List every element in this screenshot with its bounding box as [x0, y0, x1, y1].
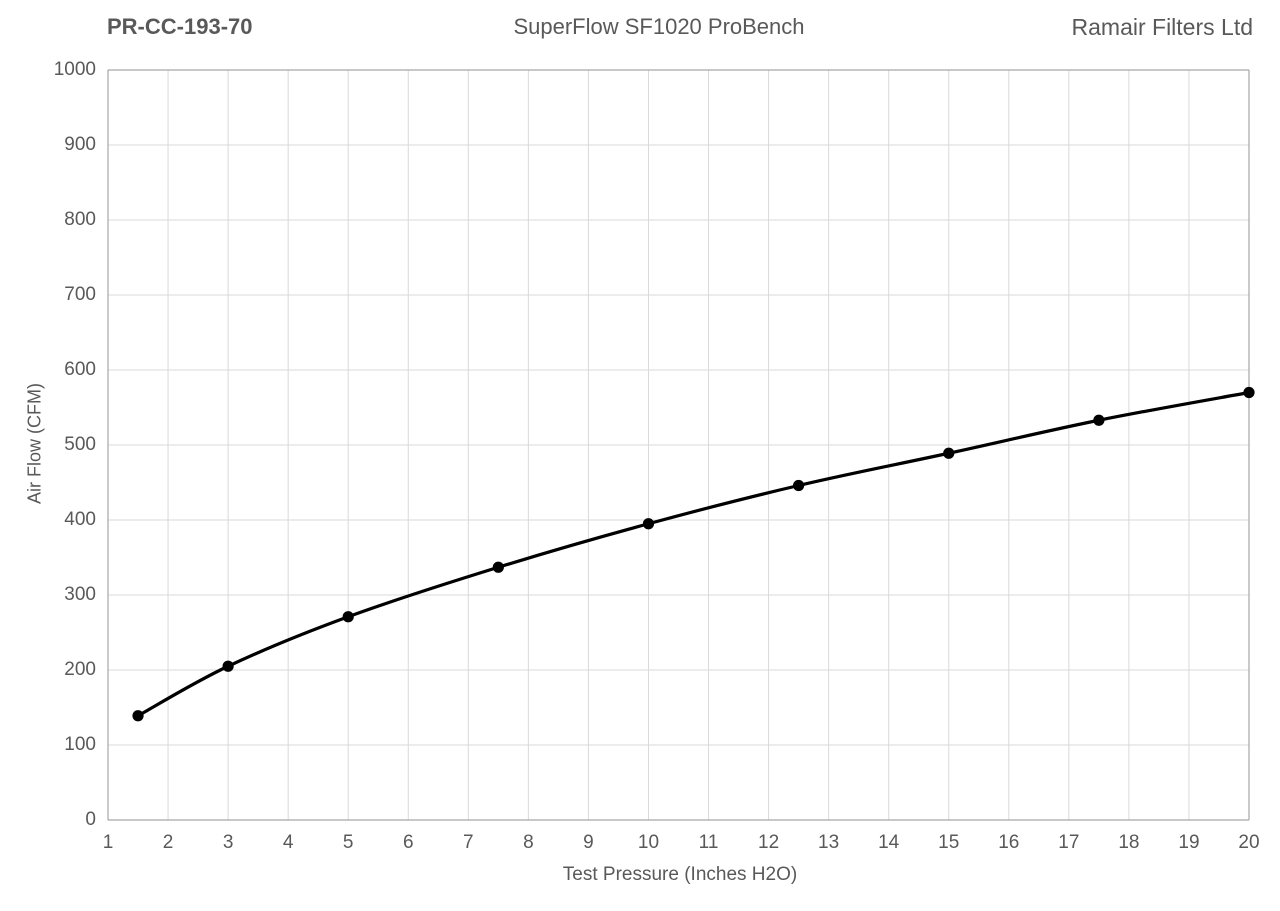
svg-text:12: 12	[758, 832, 779, 853]
svg-text:0: 0	[85, 809, 96, 830]
svg-text:600: 600	[64, 359, 96, 380]
svg-text:17: 17	[1058, 832, 1079, 853]
svg-text:2: 2	[163, 832, 174, 853]
svg-text:14: 14	[878, 832, 900, 853]
svg-text:300: 300	[64, 584, 96, 605]
svg-text:500: 500	[64, 434, 96, 455]
svg-text:700: 700	[64, 284, 96, 305]
svg-text:20: 20	[1238, 832, 1259, 853]
svg-text:8: 8	[523, 832, 534, 853]
svg-text:900: 900	[64, 134, 96, 155]
svg-text:4: 4	[283, 832, 294, 853]
svg-text:3: 3	[223, 832, 234, 853]
svg-text:18: 18	[1118, 832, 1139, 853]
svg-text:100: 100	[64, 734, 96, 755]
svg-text:400: 400	[64, 509, 96, 530]
svg-text:7: 7	[463, 832, 474, 853]
svg-text:16: 16	[998, 832, 1019, 853]
svg-text:5: 5	[343, 832, 354, 853]
svg-text:15: 15	[938, 832, 959, 853]
svg-text:9: 9	[583, 832, 594, 853]
svg-text:13: 13	[818, 832, 839, 853]
svg-text:10: 10	[638, 832, 659, 853]
svg-text:11: 11	[699, 832, 719, 853]
svg-text:200: 200	[64, 659, 96, 680]
svg-text:6: 6	[403, 832, 414, 853]
svg-text:1: 1	[103, 832, 114, 853]
svg-text:800: 800	[64, 209, 96, 230]
svg-text:1000: 1000	[54, 59, 96, 80]
svg-text:19: 19	[1178, 832, 1199, 853]
